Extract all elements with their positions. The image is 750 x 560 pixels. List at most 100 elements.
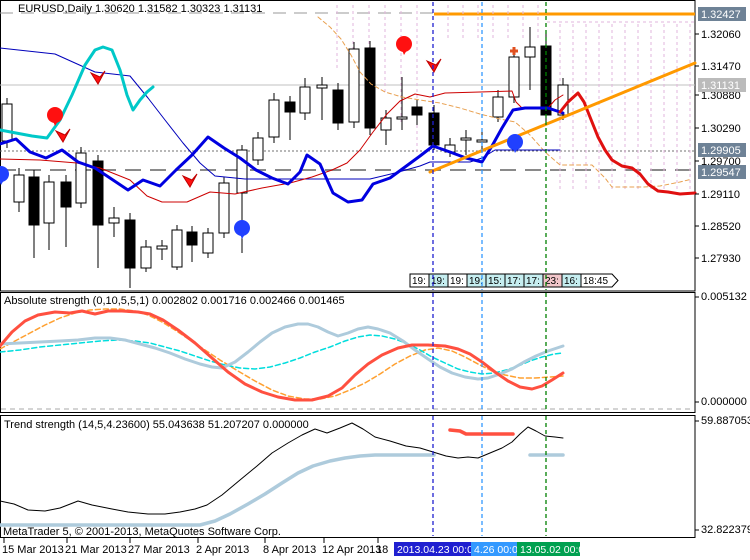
- red-ball-marker: [47, 107, 63, 126]
- indicator1-content: [0, 308, 694, 410]
- price-scale[interactable]: 1.320601.314701.308801.302901.297001.291…: [695, 7, 750, 536]
- fast-cyan-line: [0, 45, 155, 140]
- price-tick-label: 1.28520: [701, 221, 741, 233]
- candle-body-down: [60, 181, 72, 208]
- candle-body-down: [284, 101, 296, 113]
- date-highlight-box: [517, 542, 580, 556]
- price-tag-label: 1.32427: [701, 9, 741, 21]
- candle-body-down: [92, 160, 104, 226]
- candle-body-down: [124, 219, 136, 269]
- date-highlight-box: [471, 542, 517, 556]
- orange-dashed-curve: [317, 16, 693, 188]
- time-tag-label: 19:: [450, 276, 464, 287]
- red-arrow-marker: [54, 128, 71, 143]
- ball-body: [507, 134, 523, 150]
- candle-body-up: [396, 116, 408, 120]
- blue-ball-marker: [507, 134, 523, 153]
- candle-body-up: [252, 137, 264, 161]
- signal-blue-line: [0, 106, 565, 204]
- time-tag-label: 23:: [545, 276, 559, 287]
- date-highlight-label: 4.26 00:00: [474, 544, 524, 556]
- blue-ball-marker: [234, 220, 250, 239]
- price-tag-label: 1.29547: [701, 167, 741, 179]
- price-tick-label: 1.30880: [701, 90, 741, 102]
- candle-body-up: [156, 245, 168, 250]
- candle-body-down: [364, 47, 376, 129]
- asi-red: [0, 309, 565, 402]
- price-tag: [698, 7, 746, 21]
- candle-body-up: [75, 152, 87, 204]
- chart-title: EURUSD,Daily 1.30620 1.31582 1.30323 1.3…: [18, 3, 262, 15]
- date-label: 15 Mar 2013: [2, 544, 64, 556]
- asi-cyan-dashed: [0, 334, 564, 375]
- candle-body-up: [236, 149, 248, 194]
- candle-body-up: [202, 232, 214, 254]
- date-highlight-label: 2013.04.23 00:00: [397, 544, 479, 556]
- price-tick-label: 1.29110: [701, 189, 740, 201]
- time-tag-label: 17:: [507, 276, 521, 287]
- candle-body-up: [460, 137, 472, 141]
- price-tick-label: 1.32060: [701, 29, 741, 41]
- candle-body-up: [13, 174, 25, 203]
- ball-body: [0, 166, 9, 182]
- time-tag-label: 19:: [431, 276, 445, 287]
- date-label: 12 Apr 2013: [322, 544, 381, 556]
- candle-body-down: [186, 231, 198, 246]
- price-tick-label: 1.27930: [701, 253, 741, 265]
- time-tag-label: 18:45: [583, 276, 608, 287]
- orange-trendline: [428, 61, 697, 174]
- lower-band-red: [0, 90, 564, 203]
- scale-label: 0.005132: [701, 291, 747, 303]
- ts-black: [0, 422, 564, 515]
- candle-body-up: [524, 46, 536, 58]
- candle-body-up: [218, 182, 230, 234]
- scale-label: 32.822379: [701, 524, 750, 536]
- candle-body-up: [348, 48, 360, 123]
- date-label: 2 Apr 2013: [196, 544, 249, 556]
- price-tag: [698, 165, 746, 179]
- candle-body-up: [108, 217, 120, 224]
- candle-body-up: [1, 103, 13, 142]
- red-arrow-marker: [425, 58, 442, 73]
- ball-body: [47, 107, 63, 123]
- scale-label: 59.887053: [701, 415, 750, 427]
- time-tag[interactable]: [580, 273, 619, 288]
- time-tag-label: 15:: [488, 276, 502, 287]
- indicator2-panel[interactable]: [0, 415, 696, 538]
- candle-body-up: [171, 229, 183, 268]
- candle-body-down: [411, 106, 423, 116]
- date-highlight-box: [394, 542, 471, 556]
- event-vertical-lines: [432, 2, 547, 536]
- date-label: 21 Mar 2013: [65, 544, 127, 556]
- red-arrow-marker: [181, 173, 198, 188]
- red-cross-marker: [510, 47, 518, 55]
- date-label: 27 Mar 2013: [128, 544, 190, 556]
- time-tag-label: 16:: [564, 276, 578, 287]
- time-tag-label: 19:: [469, 276, 483, 287]
- candle-body-up: [476, 139, 488, 143]
- candle-body-up: [140, 246, 152, 269]
- forecast-red-line: [558, 91, 697, 196]
- price-tag-label: 1.31131: [701, 80, 740, 92]
- scale-label: 0.000000: [701, 396, 747, 408]
- indicator2-title: Trend strength (14,5,4.23600) 55.043638 …: [4, 419, 309, 431]
- ball-body: [396, 36, 412, 52]
- candle-body-up: [43, 181, 55, 224]
- main-chart-panel[interactable]: [0, 0, 696, 292]
- ball-body: [234, 220, 250, 236]
- main-chart-content: 19: 19: 19: 19: 15: 17: 17: 23: 16: 18:45: [0, 5, 697, 288]
- blue-ball-marker: [0, 166, 9, 185]
- price-tick-label: 1.31470: [701, 61, 741, 73]
- copyright-label: MetaTrader 5, © 2001-2013, MetaQuotes So…: [3, 526, 281, 538]
- candle-body-up: [299, 86, 311, 114]
- time-scale[interactable]: 15 Mar 2013 21 Mar 2013 27 Mar 2013 2 Apr 2…: [2, 538, 590, 556]
- asi-lightblue: [0, 322, 565, 381]
- red-ball-marker: [396, 36, 412, 55]
- ts-lightblue: [0, 453, 436, 527]
- asi-orange-dashed: [0, 308, 564, 400]
- candle-body-up: [268, 99, 280, 138]
- time-tag-label: 17:: [526, 276, 540, 287]
- ts-red: [448, 428, 515, 436]
